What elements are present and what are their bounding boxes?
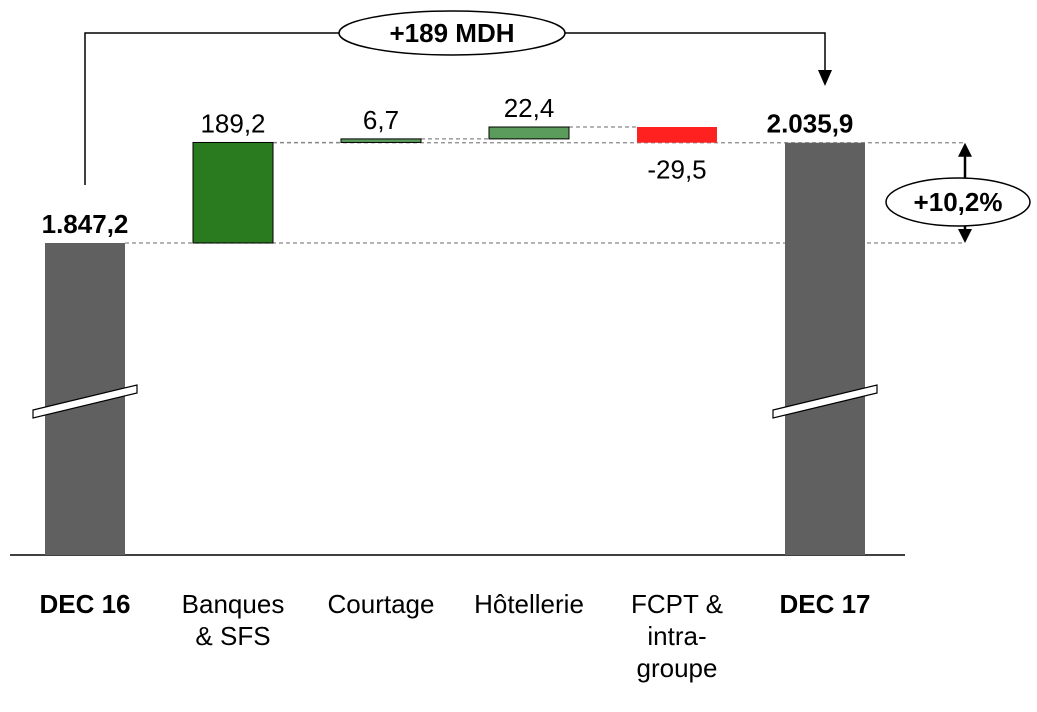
- bar: [785, 142, 865, 555]
- value-label: -29,5: [647, 155, 706, 185]
- value-label: 1.847,2: [42, 209, 129, 239]
- annotation: +189 MDH: [390, 18, 515, 48]
- bar: [192, 141, 274, 244]
- category-label: DEC 16: [39, 589, 131, 619]
- bar: [340, 138, 422, 143]
- annotation-bubble: [338, 10, 566, 56]
- category-label: FCPT & intra-groupe: [631, 589, 723, 683]
- value-label: 6,7: [363, 105, 399, 135]
- bar: [488, 126, 570, 140]
- value-label: 22,4: [504, 93, 555, 123]
- value-label: 189,2: [200, 108, 265, 138]
- annotation-bubble: [885, 177, 1031, 227]
- category-label: DEC 17: [779, 589, 871, 619]
- bar: [637, 127, 717, 143]
- arrow-head: [958, 229, 972, 243]
- arrow-head: [818, 70, 832, 86]
- category-label: Courtage: [327, 589, 435, 619]
- axis-break: [772, 384, 878, 419]
- category-label: Banques & SFS: [181, 589, 285, 651]
- value-label: 2.035,9: [767, 109, 854, 139]
- axis-break: [32, 384, 138, 419]
- category-label: Hôtellerie: [474, 589, 584, 619]
- arrow-head: [958, 142, 972, 157]
- annotation: +10,2%: [914, 187, 1003, 217]
